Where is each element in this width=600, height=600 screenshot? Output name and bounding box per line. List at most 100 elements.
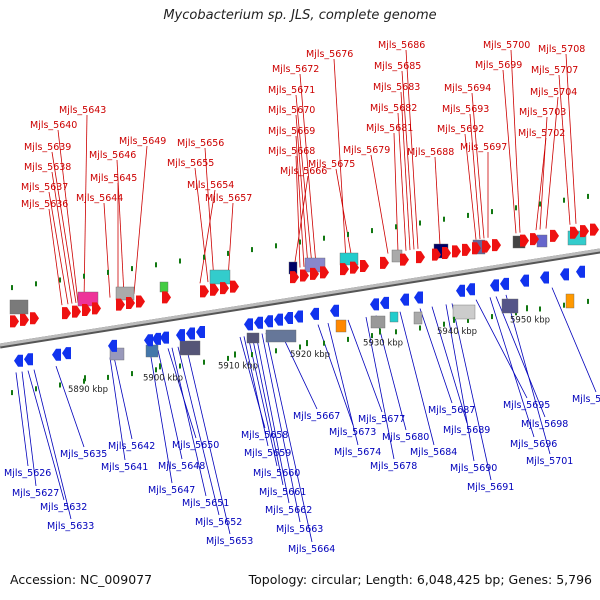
- top-leader-line: [539, 116, 548, 230]
- reverse-gene-arrow: [160, 331, 169, 344]
- tick-mark: [587, 298, 589, 304]
- bottom-leader-line: [505, 294, 551, 455]
- tick-mark: [419, 325, 421, 331]
- forward-gene-arrow: [416, 251, 425, 264]
- top-gene-label: Mjls_5657: [205, 193, 252, 204]
- tick-mark: [131, 266, 133, 272]
- reverse-gene-arrow: [500, 277, 509, 290]
- bottom-gene-label: Mjls_5658: [241, 430, 288, 441]
- forward-gene-arrow: [20, 313, 29, 326]
- tick-mark: [299, 239, 301, 245]
- bottom-leader-line: [261, 333, 301, 523]
- bottom-gene-label: Mjls_5674: [334, 447, 381, 458]
- scale-label: 5930 kbp: [363, 339, 403, 349]
- reverse-gene-arrow: [456, 284, 465, 297]
- tick-mark: [35, 386, 37, 392]
- bottom-gene-label: Mjls_5650: [172, 440, 219, 451]
- tick-mark: [371, 333, 373, 339]
- tick-mark: [467, 317, 469, 323]
- bottom-leader-line: [445, 304, 475, 462]
- top-gene-label: Mjls_5676: [306, 49, 353, 60]
- bottom-leader-line: [247, 335, 278, 467]
- top-leader-line: [565, 53, 577, 224]
- forward-gene-arrow: [550, 229, 559, 242]
- forward-gene-arrow: [520, 234, 529, 247]
- tick-mark: [227, 250, 229, 256]
- tick-mark: [467, 212, 469, 218]
- reverse-gene-arrow: [24, 353, 33, 366]
- bottom-gene-label: Mjls_5691: [467, 482, 514, 493]
- top-gene-label: Mjls_5655: [167, 158, 214, 169]
- forward-gene-arrow: [492, 239, 501, 252]
- forward-gene-arrow: [462, 243, 471, 256]
- label-leader-lines: [15, 49, 597, 543]
- reverse-gene-arrow: [310, 307, 319, 320]
- top-leader-line: [295, 155, 301, 268]
- tick-mark: [275, 348, 277, 354]
- reverse-gene-arrow: [576, 265, 585, 278]
- bottom-leader-line: [167, 348, 197, 439]
- bottom-leader-line: [475, 299, 528, 399]
- bottom-gene-label: Mjls_5652: [195, 517, 242, 528]
- top-leader-line: [199, 189, 216, 284]
- bottom-leader-line: [375, 315, 407, 431]
- scale-label: 5920 kbp: [290, 350, 330, 360]
- bottom-gene-label: Mjls_5690: [450, 463, 497, 474]
- top-leader-line: [103, 202, 111, 298]
- top-gene-label: Mjls_5643: [59, 105, 106, 116]
- bottom-leader-line: [347, 319, 383, 413]
- bottom-gene-label: Mjls_5659: [244, 448, 291, 459]
- forward-gene-arrow: [310, 267, 319, 280]
- forward-gene-arrow: [162, 291, 171, 304]
- scale-label-tick: [379, 328, 381, 335]
- bottom-gene-label: Mjls_5673: [329, 427, 376, 438]
- feature-block: [335, 319, 347, 333]
- top-gene-label: Mjls_5686: [378, 40, 425, 51]
- bottom-leader-line: [33, 369, 72, 520]
- bottom-leader-line: [279, 330, 318, 410]
- reverse-gene-arrow: [380, 296, 389, 309]
- reverse-gene-arrow: [176, 329, 185, 342]
- bottom-leader-line: [365, 316, 395, 460]
- top-gene-label: Mjls_5644: [76, 193, 123, 204]
- bottom-gene-label: Mjls_5667: [293, 411, 340, 422]
- tick-mark: [491, 209, 493, 215]
- tick-mark: [443, 216, 445, 222]
- feature-block: [565, 293, 575, 309]
- genome-summary-text: Topology: circular; Length: 6,048,425 bp…: [248, 572, 592, 587]
- gene-labels: Mjls_5636 Mjls_5637 Mjls_5638 Mjls_5639 Mjls…: [4, 40, 600, 555]
- forward-gene-arrow: [472, 242, 481, 255]
- tick-mark: [275, 243, 277, 249]
- top-gene-label: Mjls_5646: [89, 150, 136, 161]
- backbone-line: [0, 248, 600, 347]
- bottom-gene-label: Mjls_5661: [259, 487, 306, 498]
- tick-mark: [11, 285, 13, 291]
- tick-mark: [83, 273, 85, 279]
- feature-block: [145, 344, 159, 358]
- bottom-leader-line: [185, 345, 231, 535]
- top-gene-label: Mjls_5669: [268, 126, 315, 137]
- tick-mark: [563, 302, 565, 308]
- reverse-gene-arrow: [186, 327, 195, 340]
- top-leader-line: [535, 137, 547, 231]
- top-gene-label: Mjls_5679: [343, 145, 390, 156]
- top-leader-line: [545, 96, 559, 229]
- bottom-gene-label: Mjls_5698: [521, 419, 568, 430]
- scale-label-tick: [526, 305, 528, 312]
- forward-gene-arrow: [116, 298, 125, 311]
- top-leader-line: [434, 156, 441, 246]
- bottom-gene-label: Mjls_5687: [428, 405, 475, 416]
- top-leader-line: [558, 74, 571, 225]
- bottom-leader-line: [399, 311, 435, 446]
- feature-block: [452, 304, 476, 320]
- tick-mark: [179, 258, 181, 264]
- top-leader-line: [370, 154, 389, 254]
- top-gene-label: Mjls_5671: [268, 85, 315, 96]
- tick-mark: [347, 231, 349, 237]
- bottom-gene-label: Mjls_5635: [60, 449, 107, 460]
- feature-block: [159, 281, 169, 293]
- reverse-gene-arrow: [254, 316, 263, 329]
- top-gene-label: Mjls_5639: [24, 142, 71, 153]
- reverse-gene-arrow: [196, 325, 205, 338]
